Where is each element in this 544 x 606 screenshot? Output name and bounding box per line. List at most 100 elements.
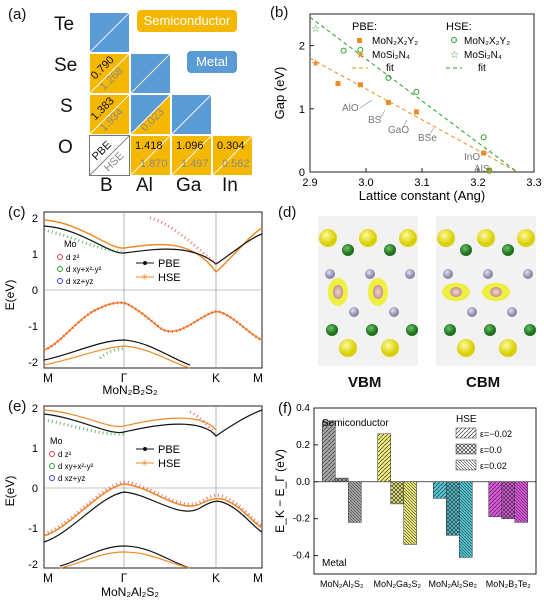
f-ytick-label: 0.2	[296, 440, 310, 451]
b-hse-point	[357, 47, 364, 54]
f-bar	[488, 481, 502, 517]
e-legend-dxz: d xz+yz	[58, 474, 85, 483]
panel-e-bandstructure: E(eV) 2 1 0 -1 -2 M Γ K M MoN₂Al₂S₂ Mo d…	[3, 403, 263, 599]
legend-hse-circle	[451, 37, 457, 43]
b-pbe-point	[481, 150, 487, 156]
panel-d-letter: (d)	[278, 204, 297, 221]
e-band-dz2	[43, 480, 263, 536]
legend-pbe-mosi: MoSi₂N₄	[372, 50, 410, 61]
b-xlabel: Lattice constant (Ang)	[359, 188, 485, 203]
f-category-label: MoN₂Al₂Se₂	[429, 579, 478, 589]
legend-hse-star: ☆	[450, 50, 459, 61]
b-hse-point	[340, 47, 347, 54]
hse-fit-line	[309, 16, 518, 173]
crystal-images	[318, 216, 536, 366]
panel-c-bandstructure: E(eV) 2 1 0 -1 -2 M Γ K M MoN₂B₂S₂ Mo d …	[3, 211, 263, 396]
f-bar	[501, 481, 515, 519]
cell-o-b: PBE HSE	[89, 135, 130, 176]
panel-a-letter: (a)	[8, 6, 27, 23]
f-bar	[390, 481, 404, 504]
e-k-m1: M	[43, 571, 53, 585]
panel-d-structures: VBM CBM	[318, 216, 536, 394]
legend-pbe-mon: MoN₂X₂Y₂	[372, 36, 418, 47]
f-bar	[514, 481, 528, 523]
legend-pbe-title: PBE:	[352, 21, 377, 33]
panel-f-chart: 0.4 0.2 0.0 -0.2 -0.4 MoN₂Al₂S₂ MoN₂Ga₂S₂ MoN₂…	[273, 403, 537, 589]
b-xtick-label: 3.1	[414, 177, 429, 189]
b-hse-point	[385, 74, 392, 81]
b-pbe-point	[357, 82, 363, 88]
annot-gao: GaO	[388, 125, 409, 136]
b-hse-point	[413, 88, 420, 95]
c-ytick-0: 0	[32, 285, 38, 297]
svg-text:✳: ✳	[141, 458, 149, 468]
e-legend-dxy: d xy+x²-y²	[58, 462, 94, 471]
row-label-te: Te	[54, 14, 75, 35]
b-xtick-label: 2.9	[302, 177, 317, 189]
c-legend-dz2: d z²	[66, 253, 80, 262]
annot-als: AlS	[474, 164, 490, 175]
c-ytick-2: 2	[32, 213, 38, 225]
annot-ino: InO	[464, 152, 480, 163]
legend-pbe-fit: fit	[386, 63, 394, 74]
value-o-al-pbe: 1.418	[135, 140, 163, 152]
e-ytick-m2: -2	[28, 559, 38, 571]
svg-text:✳: ✳	[141, 272, 149, 282]
semiconductor-badge: Semiconductor	[137, 10, 237, 32]
e-legend-dz2: d z²	[58, 450, 72, 459]
e-plot-frame	[43, 405, 263, 569]
cbm-structure	[436, 216, 536, 366]
legend-hse-fit: fit	[478, 63, 486, 74]
cell-s-b: 1.383 1.934	[89, 94, 130, 135]
e-k-m2: M	[253, 571, 263, 585]
value-o-al-hse: 1.870	[140, 158, 168, 170]
value-o-ga-hse: 1.497	[181, 158, 209, 170]
value-o-ga-pbe: 1.096	[176, 140, 204, 152]
c-ytick-m1: -1	[28, 321, 38, 333]
e-legend-pbe: PBE	[158, 444, 180, 456]
f-bar	[446, 481, 460, 536]
c-ylabel: E(eV)	[3, 280, 17, 311]
c-legend-dxz: d xz+yz	[66, 277, 93, 286]
f-category-label: MoN₂Al₂S₂	[320, 579, 364, 589]
col-label-al: Al	[136, 175, 153, 196]
b-xtick-label: 3.3	[526, 177, 541, 189]
annot-bs: BS	[368, 115, 382, 126]
c-ytick-1: 1	[32, 249, 38, 261]
f-ytick-label: 0.4	[296, 403, 310, 414]
f-legend-swatch-1	[455, 427, 477, 439]
e-ytick-2: 2	[32, 403, 38, 415]
f-label-metal: Metal	[322, 558, 346, 569]
cell-se-al	[130, 53, 171, 94]
e-k-k: K	[212, 571, 220, 585]
value-o-in-pbe: 0.304	[217, 140, 245, 152]
legend-pbe-square	[357, 38, 362, 43]
b-ytick-label: 2	[299, 41, 305, 53]
legend-hse-mon: MoN₂X₂Y₂	[464, 36, 510, 47]
vbm-label: VBM	[348, 374, 382, 391]
f-bar	[322, 420, 336, 482]
f-ytick-label: -0.2	[293, 514, 311, 525]
annot-bse: BSe	[418, 133, 437, 144]
b-hse-point	[486, 167, 493, 174]
c-legend-mo: Mo	[64, 239, 77, 249]
metal-badge: Metal	[187, 51, 237, 73]
c-k-k: K	[212, 371, 220, 385]
b-pbe-point	[413, 109, 419, 115]
cell-o-ga: 1.096 1.497	[171, 135, 212, 176]
c-ytick-m2: -2	[28, 357, 38, 369]
f-legend-title: HSE	[456, 414, 477, 425]
f-ytick-label: 0.0	[296, 477, 310, 488]
b-xtick-label: 3.2	[470, 177, 485, 189]
e-ytick-0: 0	[32, 483, 38, 495]
panel-b-chart: 2.9 3.0 3.1 3.2 3.3 0 1 2 ★ ☆ PBE: HSE: MoN₂X₂Y₂…	[272, 13, 542, 203]
panel-f-letter: (f)	[278, 400, 293, 417]
legend-hse-title: HSE:	[446, 21, 472, 33]
c-legend-hse: HSE	[158, 272, 181, 284]
b-pbe-mosi-point: ★	[311, 59, 320, 70]
f-legend-s2: ε=0.0	[480, 445, 502, 455]
e-band-hse	[43, 483, 263, 537]
f-bar	[348, 481, 362, 523]
cell-o-in: 0.304 0.562	[212, 135, 253, 176]
f-bar	[433, 481, 447, 499]
